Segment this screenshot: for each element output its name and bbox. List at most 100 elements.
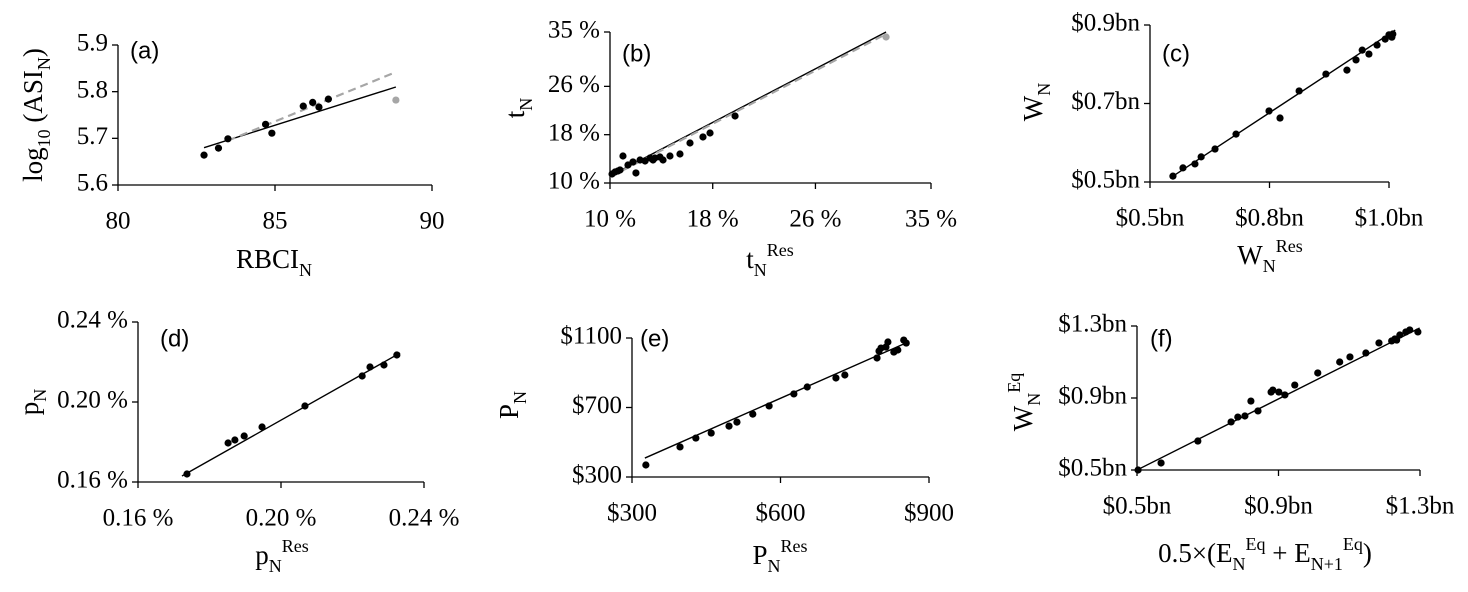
y-axis-title-part: P bbox=[494, 404, 524, 419]
x-axis-title-part: Res bbox=[282, 536, 309, 556]
point bbox=[1375, 339, 1383, 347]
point bbox=[733, 418, 741, 426]
point bbox=[707, 429, 715, 437]
y-tick-label: $700 bbox=[572, 392, 622, 419]
x-axis-title-part: N bbox=[1233, 554, 1246, 574]
x-tick-label: $0.8bn bbox=[1235, 205, 1304, 232]
point bbox=[299, 102, 307, 110]
point bbox=[258, 423, 266, 431]
y-axis-title: tN bbox=[500, 98, 536, 119]
point bbox=[1275, 388, 1283, 396]
y-axis-title-part: W bbox=[1018, 95, 1048, 121]
point bbox=[706, 129, 714, 137]
point bbox=[882, 33, 890, 41]
y-tick-label: $1100 bbox=[560, 323, 622, 350]
trendline bbox=[644, 341, 909, 459]
y-tick-label: 18 % bbox=[548, 119, 600, 146]
x-axis-title: pNRes bbox=[255, 536, 309, 576]
x-axis-title-part: Res bbox=[767, 240, 794, 260]
x-axis-title-part: + E bbox=[1266, 538, 1311, 568]
point bbox=[1241, 412, 1249, 420]
point bbox=[832, 374, 840, 382]
point bbox=[666, 152, 674, 160]
panel-label: (e) bbox=[640, 325, 669, 352]
y-axis-title: WN bbox=[1018, 83, 1054, 121]
x-axis-title: WNRes bbox=[1237, 236, 1302, 276]
point bbox=[183, 470, 191, 478]
x-tick-label: 90 bbox=[420, 208, 445, 235]
point bbox=[324, 95, 332, 103]
point bbox=[1336, 358, 1344, 366]
x-axis-title-part: N bbox=[754, 260, 767, 280]
x-tick-label: $1.0bn bbox=[1355, 205, 1424, 232]
x-tick-label: 0.20 % bbox=[246, 505, 317, 532]
y-tick-label: $0.7bn bbox=[1071, 88, 1140, 115]
y-tick-label: 5.7 bbox=[77, 123, 108, 150]
point bbox=[841, 371, 849, 379]
y-axis-title-part: p bbox=[14, 402, 44, 416]
y-axis-title-part: (ASI bbox=[18, 70, 48, 129]
x-axis-title-part: ) bbox=[1363, 538, 1372, 568]
point bbox=[686, 139, 694, 147]
point bbox=[1254, 407, 1262, 415]
x-axis-title-part: W bbox=[1237, 240, 1263, 270]
point bbox=[1396, 331, 1404, 339]
y-axis-title: WNEq bbox=[1004, 373, 1044, 431]
x-axis-title-part: Res bbox=[781, 536, 808, 556]
y-tick-label: $0.5bn bbox=[1058, 455, 1127, 482]
point bbox=[1295, 87, 1303, 95]
panel-label: (d) bbox=[160, 325, 189, 352]
point bbox=[200, 151, 208, 159]
point bbox=[1358, 46, 1366, 54]
point bbox=[659, 156, 667, 164]
point bbox=[231, 436, 239, 444]
y-axis-title-part: t bbox=[500, 110, 530, 118]
y-axis-title-part: W bbox=[1008, 405, 1038, 431]
panel-label: (a) bbox=[130, 37, 159, 64]
point bbox=[642, 461, 650, 469]
panel-label: (c) bbox=[1162, 40, 1190, 67]
point bbox=[1169, 172, 1177, 180]
point bbox=[1365, 50, 1373, 58]
x-axis-title-part: Eq bbox=[1246, 534, 1266, 554]
point bbox=[315, 103, 323, 111]
x-axis-title: tNRes bbox=[746, 240, 794, 280]
x-axis-title: PNRes bbox=[752, 536, 807, 576]
point bbox=[902, 339, 910, 347]
y-tick-label: $0.5bn bbox=[1071, 167, 1140, 194]
x-axis-title-part: P bbox=[752, 540, 767, 570]
x-tick-label: $900 bbox=[904, 500, 954, 527]
panel-label: (b) bbox=[622, 40, 651, 67]
y-tick-label: 5.9 bbox=[77, 30, 108, 57]
point bbox=[1343, 66, 1351, 74]
point bbox=[1414, 328, 1422, 336]
x-tick-label: 0.24 % bbox=[389, 505, 460, 532]
y-axis-title-part: N bbox=[1024, 393, 1044, 406]
point bbox=[731, 112, 739, 120]
point bbox=[884, 338, 892, 346]
point bbox=[616, 166, 624, 174]
x-axis-title-part: Eq bbox=[1343, 534, 1363, 554]
point bbox=[392, 96, 400, 104]
x-tick-label: 18 % bbox=[687, 206, 739, 233]
x-axis-title-part: N bbox=[1263, 256, 1276, 276]
y-axis-title: log10 (ASIN) bbox=[18, 48, 54, 182]
x-tick-label: $1.3bn bbox=[1386, 493, 1455, 520]
point bbox=[629, 158, 637, 166]
point bbox=[309, 98, 317, 106]
x-axis-title-part: RBCI bbox=[236, 244, 299, 274]
trendline bbox=[1169, 29, 1396, 179]
panel-label: (f) bbox=[1150, 325, 1173, 352]
x-tick-label: 35 % bbox=[905, 206, 957, 233]
point bbox=[1234, 413, 1242, 421]
point bbox=[1281, 391, 1289, 399]
x-axis-title-part: N bbox=[269, 556, 282, 576]
y-axis-title-part: N bbox=[34, 57, 54, 70]
point bbox=[1247, 397, 1255, 405]
point bbox=[1269, 386, 1277, 394]
point bbox=[1276, 114, 1284, 122]
x-tick-label: $600 bbox=[756, 500, 806, 527]
point bbox=[692, 434, 700, 442]
y-tick-label: 35 % bbox=[548, 17, 600, 44]
